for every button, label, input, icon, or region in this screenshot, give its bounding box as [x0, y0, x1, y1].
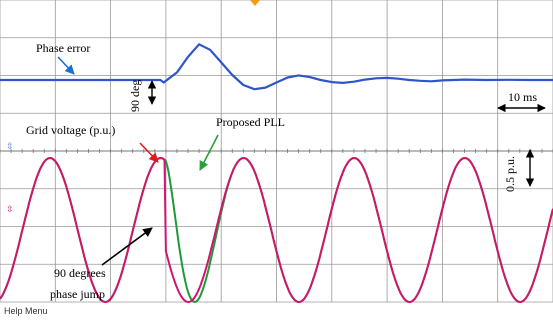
proposed-pll-label: Proposed PLL: [216, 115, 285, 129]
trigger-marker-icon: [250, 0, 260, 6]
channel-marker-icon: ⇳: [6, 141, 14, 151]
proposed-pll-arrow: [199, 134, 219, 171]
grid-voltage-label: Grid voltage (p.u.): [26, 123, 115, 137]
phase-jump-label-line2: phase jump: [50, 287, 105, 301]
phase-error-label: Phase error: [36, 41, 90, 55]
plot-grid: [0, 0, 553, 303]
deg-scale-label: 90 deg: [128, 80, 142, 112]
plot-traces: [0, 43, 553, 304]
help-menu-link[interactable]: Help Menu: [4, 306, 48, 316]
phase-error-trace: [0, 43, 553, 91]
grid-voltage-arrow: [139, 142, 159, 163]
grid-voltage-trace: [0, 156, 553, 304]
phase-jump-arrow: [101, 227, 153, 266]
phase-jump-label-line1: 90 degrees: [54, 266, 106, 280]
pu-scale-label: 0.5 p.u.: [503, 156, 517, 192]
channel-marker-icon: ⇳: [6, 204, 14, 214]
time-scale-label: 10 ms: [508, 90, 537, 104]
phase-error-arrow: [57, 56, 75, 75]
